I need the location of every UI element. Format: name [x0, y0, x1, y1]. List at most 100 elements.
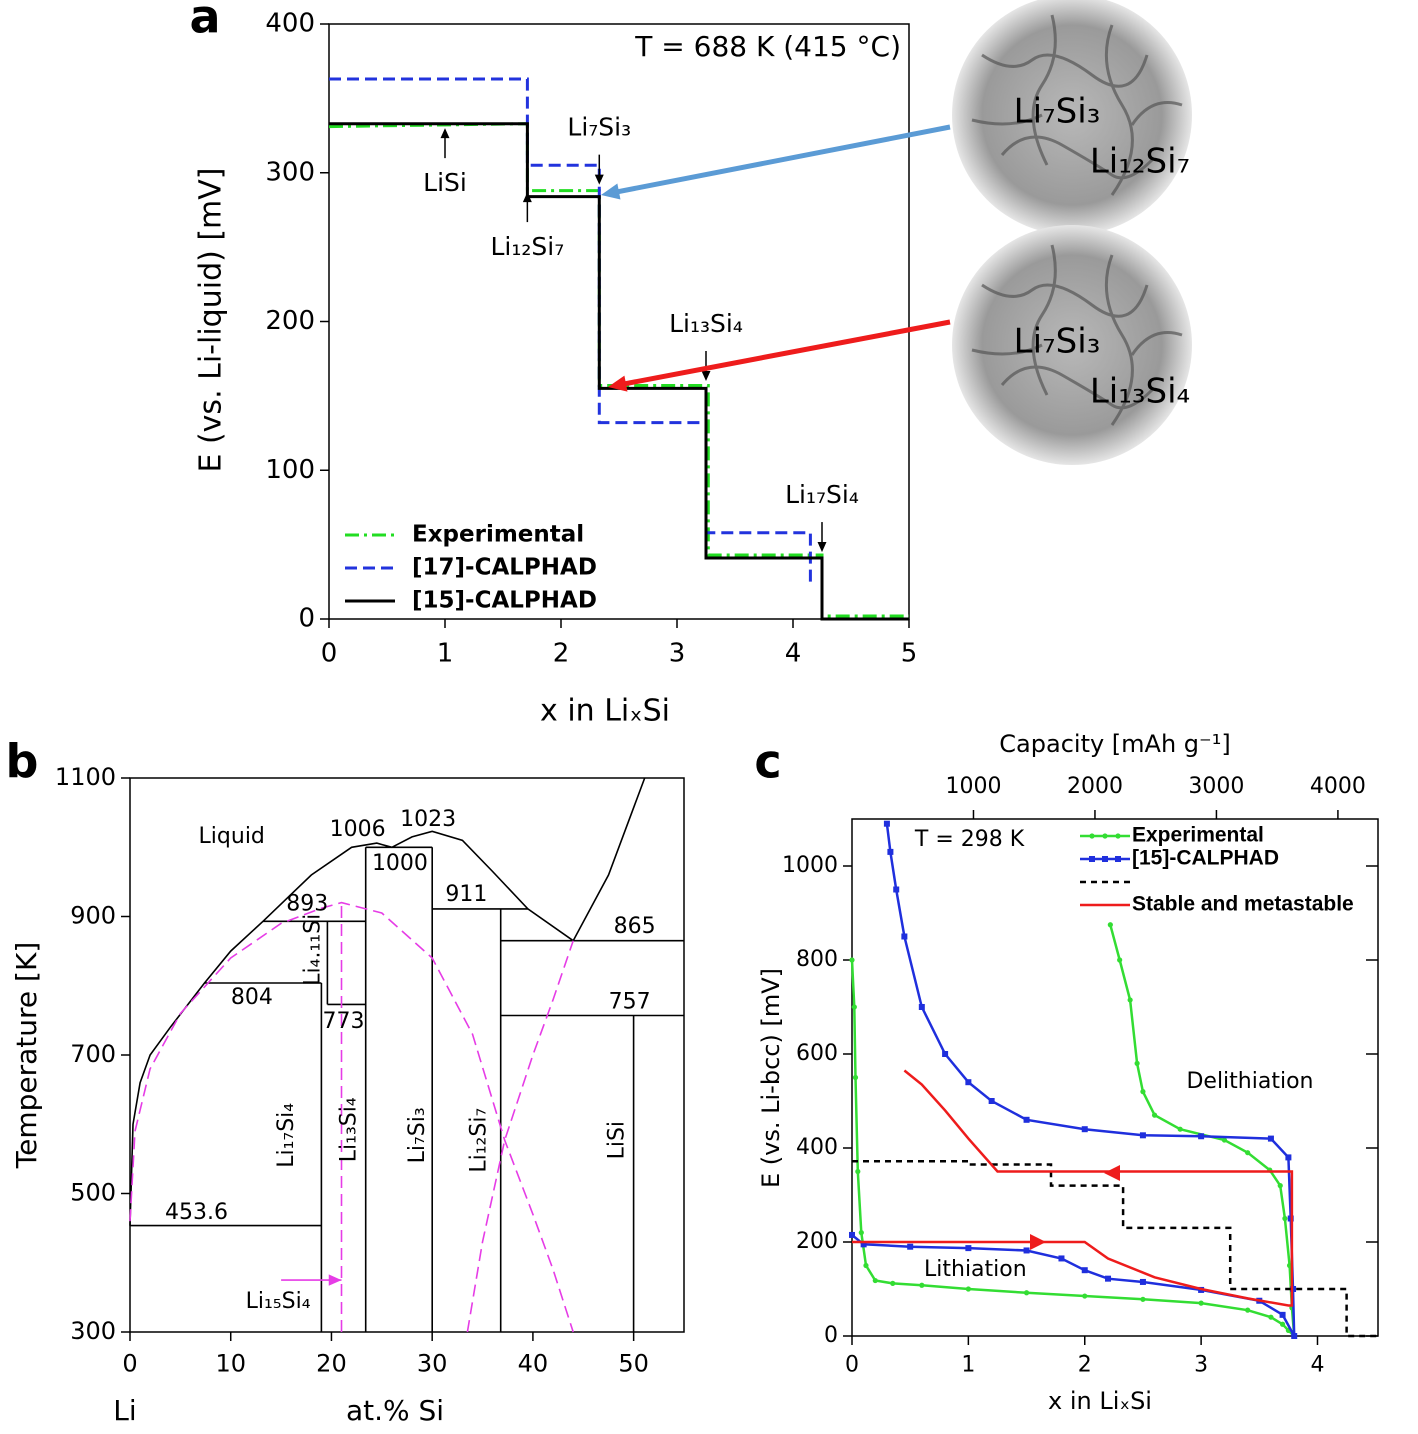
- x-tick-label: 4: [1310, 1353, 1324, 1378]
- point-marker: [849, 1231, 855, 1238]
- point-marker: [919, 1282, 925, 1288]
- plot-label: 893: [286, 892, 328, 917]
- y-tick-label: 1100: [55, 763, 116, 791]
- point-marker: [1285, 1154, 1292, 1161]
- x-axis-title: at.% Si: [346, 1394, 444, 1427]
- y-tick-label: 100: [265, 455, 315, 485]
- point-marker: [1198, 1133, 1205, 1140]
- plot-label: Liquid: [199, 824, 265, 849]
- legend-label: Stable and metastable: [1132, 893, 1354, 916]
- x-tick-label: 2: [1078, 1353, 1092, 1378]
- plot-label: Li₁₂Si₇: [467, 1108, 492, 1173]
- plot-label: 911: [445, 882, 487, 907]
- series-line: [852, 1159, 1378, 1338]
- annotation-label: Li₁₃Si₄: [669, 309, 743, 338]
- micrograph-cracks: [971, 244, 1183, 426]
- series-line: [466, 940, 574, 1333]
- point-marker: [860, 1241, 867, 1248]
- inset-arrow: [619, 319, 951, 388]
- arrow-head: [601, 183, 621, 200]
- point-marker: [852, 1074, 859, 1081]
- plot-label: Li₁₃Si₄: [337, 1097, 362, 1162]
- arrow-head: [594, 174, 604, 185]
- series-line: [129, 901, 574, 1333]
- y-tick-label: 300: [265, 157, 315, 187]
- point-marker: [1277, 1183, 1283, 1189]
- point-marker: [1023, 1116, 1030, 1123]
- point-marker: [883, 820, 890, 827]
- arrow-head: [608, 375, 628, 392]
- point-marker: [1081, 1267, 1088, 1274]
- y-axis-title: E (vs. Li-bcc) [mV]: [757, 968, 785, 1188]
- point-marker: [1151, 1112, 1158, 1118]
- x-tick-label: 3: [669, 639, 686, 669]
- legend-marker: [1089, 856, 1095, 862]
- point-marker: [1221, 1137, 1227, 1143]
- y-tick-label: 800: [796, 947, 838, 972]
- series-line: [329, 122, 909, 621]
- annotation-label: Li₁₂Si₇: [490, 232, 564, 261]
- inset-label: Li₁₂Si₇: [1090, 142, 1190, 182]
- y-tick-label: 400: [796, 1135, 838, 1160]
- point-marker: [1107, 922, 1113, 928]
- x-tick-label: 1: [961, 1353, 975, 1378]
- point-marker: [1140, 1296, 1146, 1302]
- point-marker: [965, 1245, 972, 1252]
- arrow-head: [817, 542, 827, 553]
- y-tick-label: 0: [824, 1323, 838, 1348]
- legend-marker: [1102, 856, 1108, 862]
- point-marker: [1140, 1089, 1146, 1095]
- point-marker: [1058, 1255, 1065, 1262]
- plot-label: Delithiation: [1186, 1069, 1313, 1094]
- legend-marker: [1115, 856, 1121, 862]
- arrow-head: [522, 192, 532, 203]
- arrow-head: [440, 128, 450, 139]
- x-axis-title: x in LiₓSi: [1048, 1387, 1152, 1415]
- point-marker: [965, 1286, 971, 1292]
- series-line: [129, 777, 646, 1226]
- plot-label: 453.6: [165, 1200, 228, 1225]
- point-marker: [851, 1004, 857, 1010]
- y-tick-label: 0: [298, 604, 315, 634]
- point-marker: [887, 848, 894, 855]
- x-tick-label: 3: [1194, 1353, 1208, 1378]
- point-marker: [918, 1004, 925, 1010]
- legend-label: [15]-CALPHAD: [412, 588, 597, 614]
- y-tick-label: 700: [70, 1040, 116, 1068]
- point-marker: [965, 1079, 972, 1086]
- point-marker: [1267, 1135, 1274, 1142]
- y-axis-title: E (vs. Li-liquid) [mV]: [194, 167, 229, 472]
- plot-label: Lithiation: [924, 1257, 1027, 1282]
- arrow-head: [701, 370, 711, 381]
- point-marker: [1023, 1247, 1030, 1254]
- point-marker: [1198, 1300, 1204, 1306]
- x2-tick-label: 3000: [1188, 774, 1244, 799]
- legend-label: Experimental: [1132, 824, 1264, 847]
- x2-tick-label: 4000: [1310, 774, 1366, 799]
- plot-label: 804: [231, 985, 273, 1010]
- x-tick-label: 4: [785, 639, 802, 669]
- inset-arrow: [612, 124, 951, 196]
- series-line: [852, 1069, 1294, 1307]
- legend-marker: [1089, 833, 1095, 839]
- annotation-label: Li₁₇Si₄: [785, 480, 859, 509]
- x-tick-label: 0: [122, 1349, 137, 1377]
- plot-label: 865: [614, 914, 656, 939]
- y-tick-label: 200: [796, 1229, 838, 1254]
- point-marker: [907, 1243, 914, 1250]
- x-tick-label: 0: [845, 1353, 859, 1378]
- point-marker: [1082, 1293, 1088, 1299]
- inset-label: Li₇Si₃: [1014, 322, 1101, 362]
- point-marker: [1134, 1060, 1140, 1066]
- point-marker: [1117, 957, 1123, 963]
- annotation-label: Li₇Si₃: [567, 113, 631, 142]
- plot-label: LiSi: [605, 1121, 630, 1159]
- plot-label: 757: [609, 989, 651, 1014]
- y-tick-label: 500: [70, 1179, 116, 1207]
- point-marker: [1127, 997, 1133, 1003]
- point-marker: [858, 1230, 864, 1236]
- panel-label: b: [6, 735, 39, 789]
- panel-label: c: [754, 735, 781, 789]
- x-tick-label: 1: [437, 639, 454, 669]
